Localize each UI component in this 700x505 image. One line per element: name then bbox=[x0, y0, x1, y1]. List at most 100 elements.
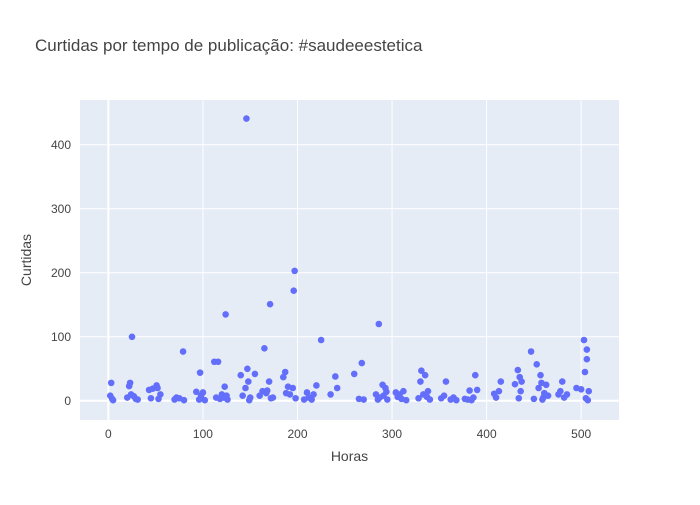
data-point[interactable] bbox=[583, 355, 591, 363]
data-point[interactable] bbox=[580, 336, 588, 344]
data-point[interactable] bbox=[518, 378, 525, 385]
data-point[interactable] bbox=[383, 388, 390, 396]
x-tick-label: 100 bbox=[193, 427, 213, 441]
data-point[interactable] bbox=[317, 336, 325, 344]
x-tick-labels: 0 100 200 300 400 500 bbox=[105, 427, 591, 441]
data-point[interactable] bbox=[242, 384, 249, 392]
data-point[interactable] bbox=[418, 367, 425, 375]
data-point[interactable] bbox=[585, 387, 593, 395]
data-point[interactable] bbox=[222, 311, 229, 318]
data-point[interactable] bbox=[584, 396, 592, 404]
data-point[interactable] bbox=[424, 387, 432, 395]
data-points bbox=[106, 115, 593, 404]
data-point[interactable] bbox=[157, 391, 164, 398]
data-point[interactable] bbox=[544, 392, 552, 399]
data-point[interactable] bbox=[154, 384, 161, 392]
data-point[interactable] bbox=[261, 345, 268, 352]
data-point[interactable] bbox=[417, 378, 424, 385]
data-point[interactable] bbox=[470, 394, 477, 401]
data-point[interactable] bbox=[497, 378, 505, 385]
data-point[interactable] bbox=[442, 378, 450, 385]
data-point[interactable] bbox=[289, 384, 297, 392]
data-point[interactable] bbox=[292, 394, 299, 402]
data-point[interactable] bbox=[517, 387, 524, 395]
data-point[interactable] bbox=[471, 371, 479, 379]
data-point[interactable] bbox=[193, 388, 200, 396]
data-point[interactable] bbox=[290, 287, 298, 295]
data-point[interactable] bbox=[495, 387, 503, 395]
y-tick-label: 300 bbox=[51, 202, 71, 216]
data-point[interactable] bbox=[557, 387, 564, 395]
data-point[interactable] bbox=[581, 368, 589, 376]
data-point[interactable] bbox=[308, 396, 315, 403]
x-tick-label: 200 bbox=[287, 427, 307, 441]
data-point[interactable] bbox=[180, 396, 188, 404]
data-point[interactable] bbox=[402, 396, 410, 404]
data-point[interactable] bbox=[515, 394, 523, 402]
data-point[interactable] bbox=[128, 333, 136, 341]
data-point[interactable] bbox=[266, 300, 274, 308]
data-point[interactable] bbox=[360, 396, 367, 403]
data-point[interactable] bbox=[195, 396, 203, 403]
data-point[interactable] bbox=[239, 392, 246, 399]
data-point[interactable] bbox=[310, 391, 317, 398]
data-point[interactable] bbox=[466, 387, 473, 394]
data-point[interactable] bbox=[327, 391, 334, 398]
data-point[interactable] bbox=[375, 320, 383, 328]
data-point[interactable] bbox=[269, 394, 277, 401]
data-point[interactable] bbox=[134, 396, 141, 403]
data-point[interactable] bbox=[201, 396, 209, 404]
data-point[interactable] bbox=[223, 392, 230, 399]
data-point[interactable] bbox=[303, 389, 311, 396]
data-point[interactable] bbox=[179, 348, 187, 355]
data-point[interactable] bbox=[453, 396, 460, 404]
data-point[interactable] bbox=[583, 346, 591, 353]
data-point[interactable] bbox=[244, 365, 251, 373]
data-point[interactable] bbox=[530, 395, 538, 403]
data-point[interactable] bbox=[280, 373, 287, 381]
data-point[interactable] bbox=[109, 396, 117, 404]
data-point[interactable] bbox=[214, 358, 222, 366]
data-point[interactable] bbox=[265, 378, 273, 385]
y-tick-label: 400 bbox=[51, 138, 71, 152]
data-point[interactable] bbox=[199, 389, 207, 396]
grid bbox=[80, 100, 619, 420]
data-point[interactable] bbox=[511, 380, 519, 388]
data-point[interactable] bbox=[313, 382, 320, 389]
data-point[interactable] bbox=[221, 383, 228, 391]
data-point[interactable] bbox=[245, 378, 252, 385]
data-point[interactable] bbox=[147, 394, 155, 402]
data-point[interactable] bbox=[533, 361, 541, 368]
data-point[interactable] bbox=[426, 396, 434, 403]
data-point[interactable] bbox=[473, 386, 481, 394]
data-point[interactable] bbox=[577, 385, 585, 393]
data-point[interactable] bbox=[514, 366, 522, 374]
data-point[interactable] bbox=[492, 394, 500, 401]
data-point[interactable] bbox=[527, 348, 535, 355]
data-point[interactable] bbox=[332, 373, 339, 380]
data-point[interactable] bbox=[563, 391, 571, 398]
data-point[interactable] bbox=[535, 384, 542, 392]
data-point[interactable] bbox=[243, 115, 250, 122]
data-point[interactable] bbox=[440, 392, 448, 399]
data-point[interactable] bbox=[237, 371, 245, 379]
data-point[interactable] bbox=[542, 381, 550, 389]
data-point[interactable] bbox=[350, 370, 358, 378]
data-point[interactable] bbox=[291, 267, 298, 275]
data-point[interactable] bbox=[107, 379, 115, 387]
data-point[interactable] bbox=[537, 371, 544, 379]
data-point[interactable] bbox=[196, 369, 204, 376]
data-point[interactable] bbox=[251, 370, 259, 378]
data-point[interactable] bbox=[281, 368, 289, 376]
data-point[interactable] bbox=[384, 396, 391, 403]
data-point[interactable] bbox=[558, 378, 566, 385]
data-point[interactable] bbox=[333, 384, 341, 392]
data-point[interactable] bbox=[400, 387, 407, 395]
data-point[interactable] bbox=[358, 359, 366, 367]
data-point[interactable] bbox=[421, 371, 429, 379]
data-point[interactable] bbox=[415, 394, 422, 402]
data-point[interactable] bbox=[246, 394, 254, 401]
data-point[interactable] bbox=[263, 387, 271, 394]
data-point[interactable] bbox=[286, 391, 294, 398]
data-point[interactable] bbox=[126, 379, 134, 387]
